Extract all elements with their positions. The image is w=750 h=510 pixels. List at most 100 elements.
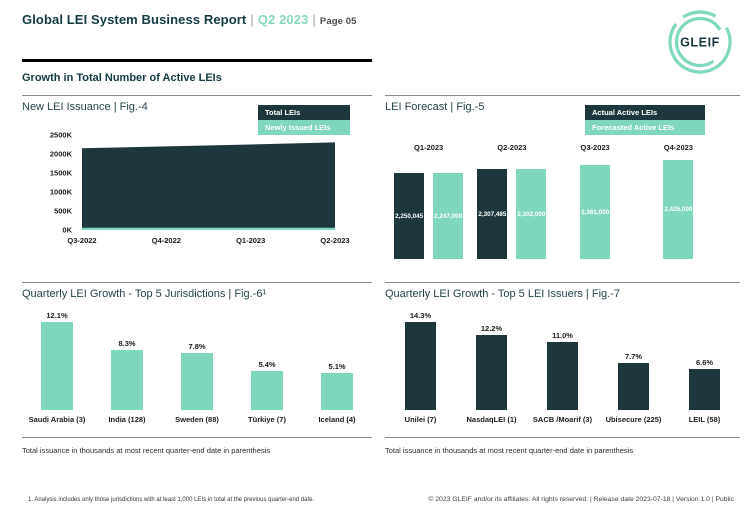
bar-category-label: India (128): [108, 415, 146, 424]
bar-value-label: 7.8%: [188, 342, 206, 351]
title-separator: |: [250, 12, 254, 27]
bar-value-label: 6.6%: [695, 358, 714, 367]
forecast-group: Q1-2023 2,250,045 2,247,000: [387, 143, 470, 259]
charts-grid: New LEI Issuance | Fig.-4 Total LEIs New…: [22, 95, 740, 470]
header-rule: [22, 59, 372, 62]
bar-column: 7.7%: [598, 352, 669, 410]
x-axis-tick: Q2-2023: [320, 236, 349, 245]
panel-title: LEI Forecast | Fig.-5: [385, 101, 485, 113]
x-axis-tick: Q3-2022: [67, 236, 96, 245]
bar: [618, 363, 649, 410]
chart-note: Total issuance in thousands at most rece…: [385, 446, 634, 455]
legend-item-forecasted-active-leis: Forecasted Active LEIs: [585, 120, 705, 135]
x-axis-tick: Q4-2022: [152, 236, 181, 245]
forecast-bars: 2,307,485 2,302,000: [477, 159, 547, 259]
bar-value-label: 14.3%: [409, 311, 432, 320]
bar-column: 5.1%: [302, 362, 372, 410]
forecast-category-label: Q1-2023: [414, 143, 444, 152]
bar-value-label: 12.1%: [46, 311, 68, 320]
forecast-bar: 2,425,000: [663, 160, 694, 259]
jurisdictions-categories: Saudi Arabia (3) India (128) Sweden (88) Tü…: [22, 415, 372, 424]
bar-column: 6.6%: [669, 358, 740, 410]
report-header: Global LEI System Business Report | Q2 202…: [22, 10, 740, 84]
bar-column: 14.3%: [385, 311, 456, 410]
issuers-categories: Unilei (7) NasdaqLEI (1) SACB /Moarif (3) U…: [385, 415, 740, 424]
page-number: Page 05: [319, 16, 357, 27]
forecast-category-label: Q4-2023: [663, 143, 693, 152]
bar-column: 12.2%: [456, 324, 527, 410]
bar-column: 7.8%: [162, 342, 232, 410]
forecast-bar: 2,247,000: [433, 173, 464, 259]
bar-category-label: NasdaqLEI (1): [466, 415, 517, 424]
forecast-bar: 2,250,045: [394, 173, 425, 259]
bar-category-label: Sweden (88): [175, 415, 219, 424]
panel-title: Quarterly LEI Growth - Top 5 LEI Issuers…: [385, 288, 620, 300]
bar: [41, 322, 73, 410]
forecast-group: Q3-2023 2,361,000: [554, 143, 637, 259]
bar-value-label: 5.4%: [258, 360, 276, 369]
bar: [321, 373, 353, 410]
report-period: Q2 2023: [257, 12, 309, 27]
forecast-bar-value: 2,361,000: [581, 208, 610, 216]
bar: [251, 371, 283, 410]
forecast-bar: 2,361,000: [580, 165, 611, 259]
bar: [111, 350, 143, 410]
bar-column: 5.4%: [232, 360, 302, 410]
y-axis-tick: 1000K: [50, 188, 73, 197]
x-axis-tick: Q1-2023: [236, 236, 265, 245]
copyright-text: © 2023 GLEIF and/or its affiliates. All …: [428, 496, 734, 503]
y-axis-tick: 2000K: [50, 150, 73, 159]
section-heading: Growth in Total Number of Active LEIs: [22, 72, 222, 84]
report-title-line: Global LEI System Business Report | Q2 202…: [22, 12, 740, 27]
y-axis-tick: 0K: [62, 226, 72, 235]
legend: Actual Active LEIs Forecasted Active LEI…: [585, 105, 705, 135]
forecast-bars: 2,250,045 2,247,000: [394, 159, 464, 259]
bar: [476, 335, 507, 410]
bar-category-label: SACB /Moarif (3): [532, 415, 593, 424]
bar-category-label: Unilei (7): [404, 415, 437, 424]
bar-column: 8.3%: [92, 339, 162, 410]
bar-value-label: 11.0%: [552, 331, 573, 340]
panel-new-lei-issuance: New LEI Issuance | Fig.-4 Total LEIs New…: [22, 95, 372, 282]
gleif-logo-svg: GLEIF: [668, 10, 732, 74]
forecast-bars: 2,361,000: [580, 159, 611, 259]
bar-value-label: 7.7%: [624, 352, 643, 361]
forecast-bar-value: 2,425,000: [664, 206, 693, 213]
y-axis-tick: 1500K: [50, 169, 73, 178]
panel-title: New LEI Issuance | Fig.-4: [22, 101, 148, 113]
page-footer: 1. Analysis includes only those jurisdic…: [22, 496, 740, 503]
logo-text: GLEIF: [680, 36, 720, 50]
jurisdictions-chart: 12.1% 8.3% 7.8% 5.4% 5.1%: [22, 306, 372, 410]
report-title: Global LEI System Business Report: [22, 12, 247, 27]
bar: [405, 322, 436, 410]
note-divider: [385, 437, 740, 438]
forecast-bars: 2,425,000: [663, 159, 694, 259]
forecast-bar: 2,302,000: [516, 169, 547, 259]
bar: [547, 342, 578, 410]
forecast-bar-value: 2,307,485: [478, 210, 507, 218]
logo-ring-outer: [668, 10, 732, 74]
legend-item-newly-issued-leis: Newly Issued LEIs: [258, 120, 350, 135]
forecast-bar: 2,307,485: [477, 169, 508, 259]
chart-note: Total issuance in thousands at most rece…: [22, 446, 271, 455]
bar-column: 11.0%: [527, 331, 598, 410]
y-axis-tick: 500K: [54, 207, 73, 216]
forecast-chart: Q1-2023 2,250,045 2,247,000 Q2-2023 2,307,48…: [385, 143, 740, 259]
footnote: 1. Analysis includes only those jurisdic…: [28, 497, 315, 503]
forecast-group: Q4-2023 2,425,000: [637, 143, 720, 259]
legend-item-total-leis: Total LEIs: [258, 105, 350, 120]
forecast-category-label: Q2-2023: [497, 143, 527, 152]
panel-title: Quarterly LEI Growth - Top 5 Jurisdictio…: [22, 288, 267, 300]
title-separator: |: [312, 12, 316, 27]
forecast-bar-value: 2,302,000: [517, 210, 546, 218]
newly-issued-leis-area: [82, 227, 335, 230]
forecast-bar-value: 2,247,000: [434, 212, 463, 220]
panel-lei-forecast: LEI Forecast | Fig.-5 Actual Active LEIs…: [385, 95, 740, 282]
gleif-logo-icon: GLEIF: [666, 8, 734, 81]
bar: [689, 369, 720, 410]
bar-category-label: Türkiye (7): [248, 415, 286, 424]
legend: Total LEIs Newly Issued LEIs: [258, 105, 350, 135]
bar-value-label: 5.1%: [328, 362, 346, 371]
